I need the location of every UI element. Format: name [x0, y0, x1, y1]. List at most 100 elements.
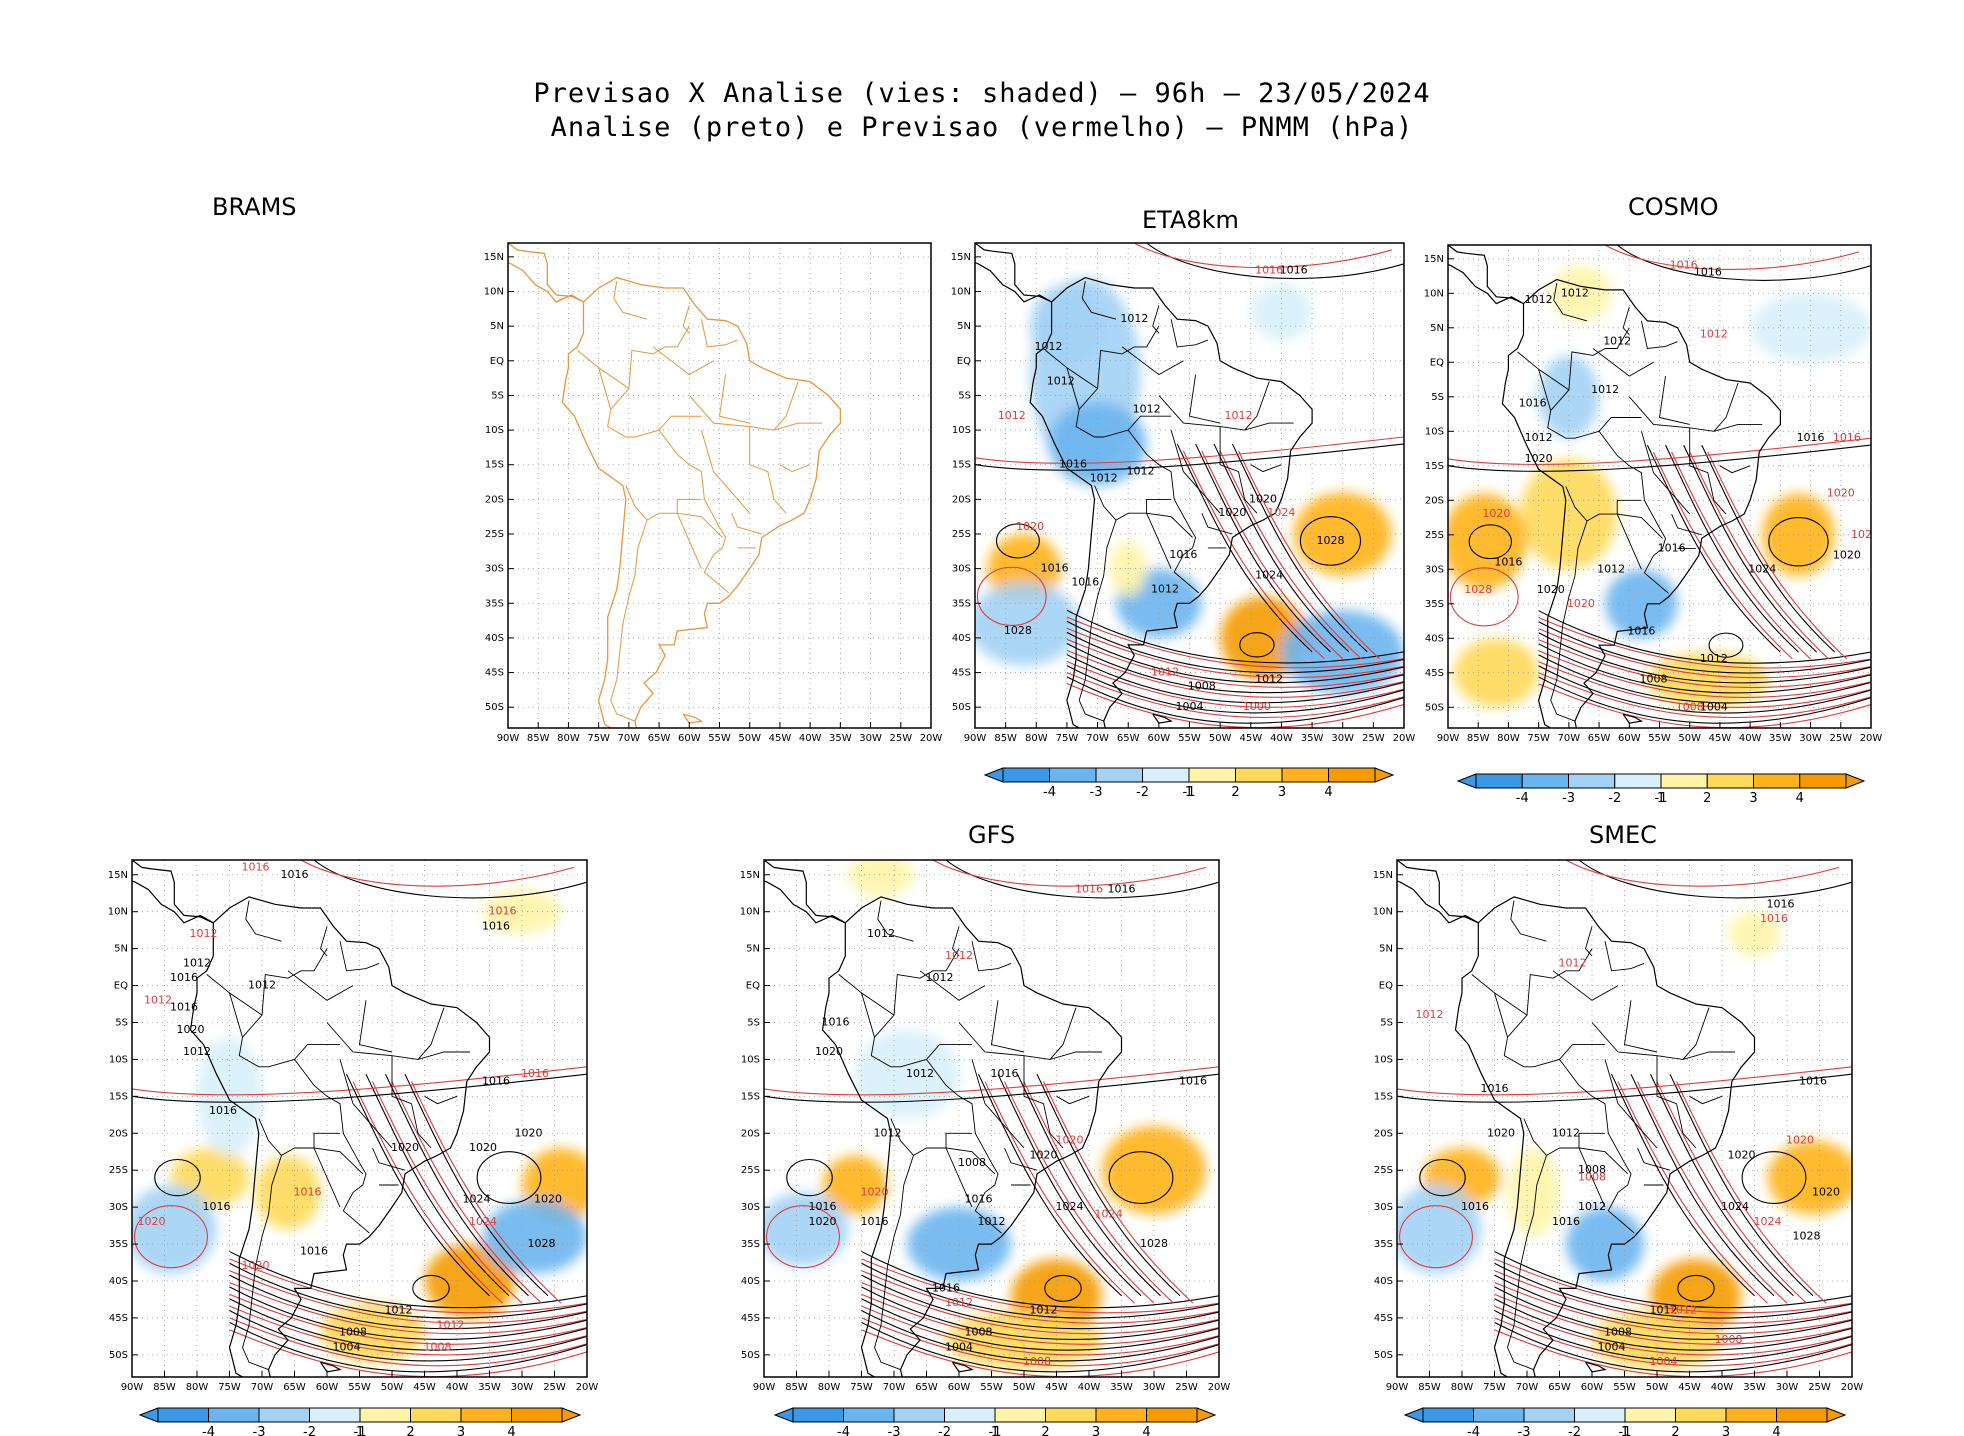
lon-tick-label: 35W [1769, 733, 1792, 744]
contour-label: 1016 [861, 1215, 889, 1228]
contour-label: 1008 [339, 1326, 367, 1339]
lat-tick-label: 5N [746, 944, 760, 955]
bias-area [1728, 911, 1781, 957]
lon-tick-label: 65W [1588, 733, 1611, 744]
contour-label: 1012 [1525, 293, 1553, 306]
lat-tick-label: 25S [485, 529, 504, 540]
colorbar-tick-label: -1 [354, 1425, 367, 1436]
lon-tick-label: 40W [1739, 733, 1762, 744]
lon-tick-label: 55W [708, 733, 731, 744]
lat-tick-label: 10S [485, 425, 504, 436]
lat-tick-label: 40S [741, 1276, 760, 1287]
colorbar-tick-label: 4 [1142, 1425, 1150, 1436]
lat-tick-label: 40S [485, 633, 504, 644]
lon-tick-label: 90W [1386, 1382, 1409, 1393]
contour-label: 1012 [1591, 383, 1619, 396]
lon-tick-label: 30W [1799, 733, 1822, 744]
lon-tick-label: 80W [557, 733, 580, 744]
lon-tick-label: 60W [316, 1382, 339, 1393]
contour-label: 1008 [965, 1326, 993, 1339]
contour-label: 1004 [945, 1340, 973, 1353]
lat-tick-label: 15N [951, 252, 971, 263]
lat-tick-label: 5N [114, 944, 128, 955]
lat-tick-label: 10S [952, 425, 971, 436]
lon-tick-label: 55W [348, 1382, 371, 1393]
contour-label: 1020 [1056, 1134, 1084, 1147]
contour-label: 1008 [1715, 1333, 1743, 1346]
lon-tick-label: 60W [1618, 733, 1641, 744]
contour-label: 1016 [932, 1281, 960, 1294]
lon-tick-label: 85W [153, 1382, 176, 1393]
lon-tick-label: 40W [446, 1382, 469, 1393]
lon-tick-label: 70W [1516, 1382, 1539, 1393]
colorbar-tick-label: -4 [1467, 1425, 1480, 1436]
coastline-south-america [189, 896, 491, 1377]
contour-label: 1020 [138, 1215, 166, 1228]
lat-tick-label: 50S [952, 702, 971, 713]
colorbar-tick-label: -1 [1619, 1425, 1632, 1436]
lat-tick-label: 50S [741, 1350, 760, 1361]
map-panel-smec: 1016 1016 1012 1012 1016 1016 1020 1012 1020 1020… [1373, 859, 1863, 1393]
lon-tick-label: 50W [1209, 733, 1232, 744]
bias-area [1281, 610, 1404, 694]
colorbar-tick-label: -3 [1518, 1425, 1531, 1436]
lat-tick-label: 50S [1425, 702, 1444, 713]
lat-tick-label: 15S [741, 1091, 760, 1102]
map-panel-eta: 1016 1016 1012 1012 1012 1012 1012 1012 1016 1012… [951, 242, 1415, 744]
lon-tick-label: 20W [1208, 1382, 1231, 1393]
lon-tick-label: 25W [1808, 1382, 1831, 1393]
contour-label: 1016 [809, 1200, 837, 1213]
contour-label: 1016 [482, 1075, 510, 1088]
lon-tick-label: 60W [948, 1382, 971, 1393]
lat-tick-label: 40S [952, 633, 971, 644]
contour-label: 1012 [1035, 340, 1063, 353]
colorbar-tick-label: 4 [1772, 1425, 1780, 1436]
lon-tick-label: 80W [1497, 733, 1520, 744]
contour-label: 1016 [1694, 266, 1722, 279]
contour-label: 1016 [1833, 431, 1861, 444]
lon-tick-label: 55W [1648, 733, 1671, 744]
contour-label: 1016 [1108, 883, 1136, 896]
lat-tick-label: 15S [952, 460, 971, 471]
contour-label: 1012 [998, 409, 1026, 422]
lat-tick-label: 30S [741, 1202, 760, 1213]
bias-area [764, 1192, 849, 1267]
lat-tick-label: EQ [1430, 357, 1444, 368]
contour-label: 1016 [1797, 431, 1825, 444]
contour-label: 1020 [242, 1259, 270, 1272]
contour-label: 1016 [300, 1244, 328, 1257]
lat-tick-label: 15N [1424, 254, 1444, 265]
lon-tick-label: 65W [915, 1382, 938, 1393]
colorbar-tick-label: -1 [1183, 785, 1196, 800]
contour-label: 1020 [1249, 492, 1277, 505]
colorbar-tick-label: 2 [1231, 785, 1239, 800]
lon-tick-label: 85W [785, 1382, 808, 1393]
contour-label: 1020 [469, 1141, 497, 1154]
bias-area [1397, 1184, 1482, 1274]
contour-label: 1016 [294, 1185, 322, 1198]
lon-tick-label: 80W [1451, 1382, 1474, 1393]
lat-tick-label: EQ [1379, 981, 1393, 992]
lat-tick-label: 5S [747, 1017, 760, 1028]
lat-tick-label: 45S [1374, 1313, 1393, 1324]
contour-label: 1012 [874, 1126, 902, 1139]
colorbar-tick-label: 3 [1722, 1425, 1730, 1436]
contour-label: 1016 [1658, 542, 1686, 555]
contour-label: 1028 [1793, 1230, 1821, 1243]
contour-label: 1016 [170, 1001, 198, 1014]
colorbar-tick-label: 1 [1185, 785, 1193, 800]
lon-tick-label: 70W [1558, 733, 1581, 744]
lat-tick-label: 20S [741, 1128, 760, 1139]
lat-tick-label: EQ [746, 981, 760, 992]
lon-tick-label: 75W [1056, 733, 1079, 744]
contour-label: 1020 [1218, 506, 1246, 519]
contour-label: 1012 [1047, 375, 1075, 388]
lon-tick-label: 35W [478, 1382, 501, 1393]
contour-label: 1008 [1023, 1355, 1051, 1368]
lon-tick-label: 75W [850, 1382, 873, 1393]
lon-tick-label: 45W [769, 733, 792, 744]
bias-area [1520, 458, 1618, 570]
contour-label: 1016 [965, 1193, 993, 1206]
map-panel-gfs: 1016 1016 1012 1012 1012 1016 1020 1012 1016 1016… [740, 859, 1230, 1393]
lon-tick-label: 20W [920, 733, 943, 744]
